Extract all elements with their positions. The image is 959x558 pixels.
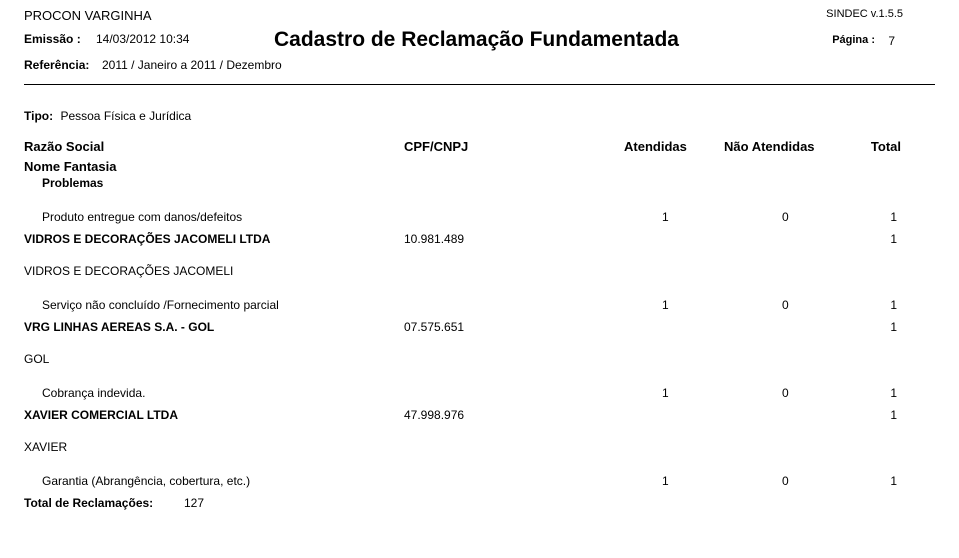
- divider: [24, 84, 935, 85]
- tipo-value: Pessoa Física e Jurídica: [60, 109, 191, 123]
- problem-desc: Garantia (Abrangência, cobertura, etc.): [42, 474, 250, 488]
- problem-total: 1: [890, 298, 897, 312]
- complaint-block: Serviço não concluído /Fornecimento parc…: [24, 298, 935, 366]
- company-cpf: 07.575.651: [404, 320, 464, 334]
- problem-desc: Cobrança indevida.: [42, 386, 145, 400]
- col-cpf-cnpj: CPF/CNPJ: [404, 139, 468, 154]
- company-total: 1: [890, 232, 897, 246]
- emissao-value: 14/03/2012 10:34: [96, 32, 189, 46]
- problem-total: 1: [890, 474, 897, 488]
- page-number: 7: [888, 34, 895, 48]
- page-container: PROCON VARGINHA SINDEC v.1.5.5 Emissão :…: [0, 0, 959, 526]
- emissao-label: Emissão :: [24, 32, 81, 46]
- tipo-label: Tipo:: [24, 109, 53, 123]
- problem-total: 1: [890, 210, 897, 224]
- company-name: VIDROS E DECORAÇÕES JACOMELI LTDA: [24, 232, 270, 246]
- referencia-value: 2011 / Janeiro a 2011 / Dezembro: [102, 58, 282, 72]
- problem-atendidas: 1: [662, 386, 669, 400]
- problem-atendidas: 1: [662, 298, 669, 312]
- problem-nao-atendidas: 0: [782, 298, 789, 312]
- problem-row: Garantia (Abrangência, cobertura, etc.) …: [24, 474, 935, 492]
- col-atendidas: Atendidas: [624, 139, 687, 154]
- company-name: XAVIER COMERCIAL LTDA: [24, 408, 178, 422]
- org-name: PROCON VARGINHA: [24, 8, 152, 23]
- col-problemas: Problemas: [42, 176, 935, 190]
- problem-desc: Produto entregue com danos/defeitos: [42, 210, 242, 224]
- col-razao-social: Razão Social: [24, 139, 104, 154]
- totals-label: Total de Reclamações:: [24, 496, 153, 510]
- problem-nao-atendidas: 0: [782, 210, 789, 224]
- header-row-2: Emissão : 14/03/2012 10:34 Cadastro de R…: [24, 30, 935, 58]
- company-total: 1: [890, 320, 897, 334]
- complaint-block: Garantia (Abrangência, cobertura, etc.) …: [24, 474, 935, 492]
- problem-row: Cobrança indevida. 1 0 1: [24, 386, 935, 404]
- problem-nao-atendidas: 0: [782, 474, 789, 488]
- page-label: Página :: [832, 34, 875, 46]
- problem-nao-atendidas: 0: [782, 386, 789, 400]
- referencia-label: Referência:: [24, 58, 89, 72]
- company-fantasy: VIDROS E DECORAÇÕES JACOMELI: [24, 264, 935, 278]
- col-nome-fantasia: Nome Fantasia: [24, 159, 935, 174]
- company-row: VIDROS E DECORAÇÕES JACOMELI LTDA 10.981…: [24, 232, 935, 250]
- company-name: VRG LINHAS AEREAS S.A. - GOL: [24, 320, 214, 334]
- problem-atendidas: 1: [662, 210, 669, 224]
- totals-value: 127: [184, 496, 204, 510]
- tipo-line: Tipo: Pessoa Física e Jurídica: [24, 109, 935, 123]
- problem-atendidas: 1: [662, 474, 669, 488]
- complaint-block: Produto entregue com danos/defeitos 1 0 …: [24, 210, 935, 278]
- col-nao-atendidas: Não Atendidas: [724, 139, 815, 154]
- complaint-block: Cobrança indevida. 1 0 1 XAVIER COMERCIA…: [24, 386, 935, 454]
- system-version: SINDEC v.1.5.5: [826, 8, 903, 20]
- company-cpf: 47.998.976: [404, 408, 464, 422]
- column-header-row: Razão Social CPF/CNPJ Atendidas Não Aten…: [24, 139, 935, 157]
- report-title: Cadastro de Reclamação Fundamentada: [274, 28, 679, 52]
- company-cpf: 10.981.489: [404, 232, 464, 246]
- problem-total: 1: [890, 386, 897, 400]
- company-fantasy: GOL: [24, 352, 935, 366]
- totals-row: Total de Reclamações: 127: [24, 496, 935, 514]
- header-top-row: PROCON VARGINHA SINDEC v.1.5.5: [24, 8, 935, 28]
- problem-desc: Serviço não concluído /Fornecimento parc…: [42, 298, 279, 312]
- col-total: Total: [871, 139, 901, 154]
- company-total: 1: [890, 408, 897, 422]
- company-row: XAVIER COMERCIAL LTDA 47.998.976 1: [24, 408, 935, 426]
- company-fantasy: XAVIER: [24, 440, 935, 454]
- header-row-3: Referência: 2011 / Janeiro a 2011 / Deze…: [24, 58, 935, 78]
- problem-row: Produto entregue com danos/defeitos 1 0 …: [24, 210, 935, 228]
- company-row: VRG LINHAS AEREAS S.A. - GOL 07.575.651 …: [24, 320, 935, 338]
- problem-row: Serviço não concluído /Fornecimento parc…: [24, 298, 935, 316]
